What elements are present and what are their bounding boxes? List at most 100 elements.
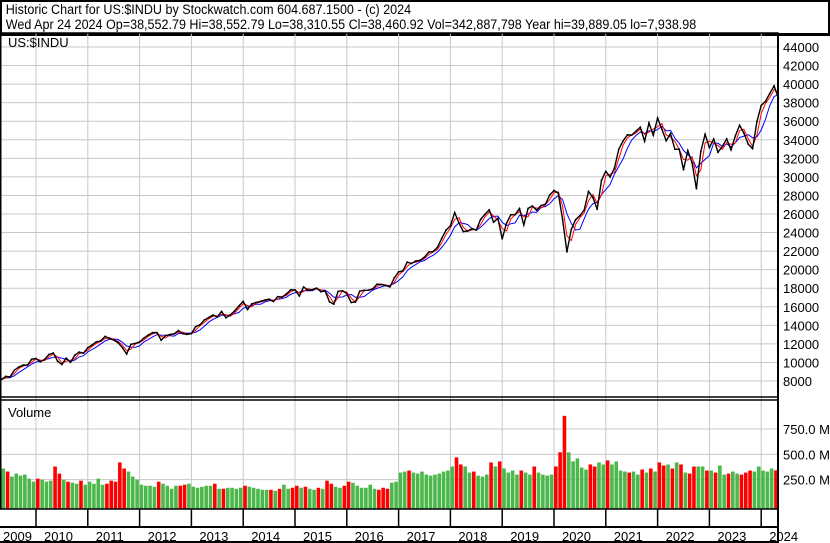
price-point: [747, 143, 750, 146]
price-point: [194, 325, 197, 328]
volume-bar: [674, 462, 679, 509]
volume-bar: [528, 474, 532, 509]
price-point: [354, 301, 357, 303]
volume-bar: [605, 460, 610, 509]
volume-bar: [364, 487, 368, 509]
price-pane-title: US:$INDU: [8, 35, 69, 50]
volume-bar: [143, 485, 148, 509]
x-tick-label: 2010: [44, 529, 73, 543]
price-point: [26, 364, 29, 367]
price-point: [35, 357, 37, 360]
volume-bar: [346, 481, 351, 509]
price-point: [229, 313, 232, 316]
volume-bar: [618, 470, 623, 509]
price-point: [376, 283, 378, 286]
volume-bar: [139, 484, 144, 509]
volume-bar: [333, 486, 338, 509]
volume-bar: [437, 473, 442, 509]
volume-bar: [299, 487, 303, 509]
volume-bar: [415, 473, 420, 509]
price-point: [276, 295, 279, 298]
price-point: [617, 148, 620, 151]
price-point: [449, 224, 452, 227]
volume-bar: [558, 452, 562, 509]
volume-bar: [208, 485, 213, 509]
volume-bar: [454, 457, 459, 509]
y-tick-label: 24000: [783, 226, 819, 241]
price-point: [509, 213, 512, 216]
volume-bar: [411, 472, 416, 509]
price-point: [531, 205, 534, 207]
price-point: [609, 176, 612, 178]
price-point: [151, 331, 154, 334]
price-point: [104, 335, 106, 338]
price-point: [484, 213, 486, 216]
volume-tick-label: 250.0 M: [783, 473, 830, 488]
price-point: [462, 230, 465, 233]
volume-bar: [610, 464, 614, 509]
volume-bar: [614, 461, 619, 509]
volume-bar: [27, 478, 31, 509]
volume-bar: [204, 485, 208, 509]
price-point: [380, 283, 383, 286]
price-point: [570, 228, 573, 231]
volume-bar: [156, 481, 161, 509]
volume-pane-title: Volume: [8, 405, 51, 420]
price-point: [125, 353, 128, 355]
volume-bar: [74, 483, 79, 509]
volume-bar: [769, 468, 774, 509]
price-point: [604, 170, 607, 173]
volume-bar: [290, 487, 295, 509]
price-point: [630, 134, 633, 137]
price-point: [704, 133, 706, 136]
x-tick-label: 2013: [199, 529, 228, 543]
volume-bar: [251, 487, 256, 509]
volume-bar: [666, 464, 670, 509]
volume-bar: [588, 464, 593, 509]
price-point: [596, 208, 599, 211]
y-tick-label: 36000: [783, 114, 819, 129]
volume-bar: [739, 474, 744, 509]
volume-bar: [57, 473, 62, 509]
volume-bar: [53, 466, 57, 509]
volume-bar: [756, 466, 761, 509]
volume-bar: [627, 472, 631, 509]
price-point: [199, 323, 201, 326]
price-point: [583, 209, 586, 211]
volume-bar: [433, 474, 437, 509]
volume-bar: [113, 481, 118, 509]
x-tick-label: 2023: [717, 529, 746, 543]
volume-bar: [1, 468, 6, 509]
y-tick-label: 14000: [783, 318, 819, 333]
volume-bar: [752, 471, 757, 509]
price-point: [635, 130, 637, 133]
volume-tick-label: 750.0 M: [783, 422, 830, 437]
price-point: [682, 168, 685, 171]
y-tick-label: 30000: [783, 170, 819, 185]
volume-bar: [174, 485, 178, 509]
volume-bar: [256, 488, 260, 509]
price-point: [518, 207, 521, 210]
price-point: [699, 150, 702, 153]
y-tick-label: 8000: [783, 374, 812, 389]
volume-bar: [178, 485, 183, 509]
volume-bar: [10, 476, 14, 509]
chart-frame: 2009 2010 2011 2012 2013 2014 2015 2016 2017 2018…: [0, 32, 830, 543]
volume-bar: [182, 484, 187, 509]
price-point: [69, 361, 72, 364]
price-point: [82, 352, 85, 355]
price-point: [294, 288, 296, 291]
volume-bar: [463, 466, 467, 509]
volume-bar: [286, 488, 290, 509]
y-tick-label: 18000: [783, 281, 819, 296]
price-point: [190, 332, 193, 335]
price-point: [652, 134, 655, 137]
x-tick-label: 2016: [355, 529, 384, 543]
volume-bar: [700, 466, 705, 509]
volume-bar: [165, 485, 170, 509]
volume-bar: [359, 487, 364, 509]
price-point: [755, 120, 758, 123]
volume-bar: [148, 485, 152, 509]
price-point: [600, 179, 603, 182]
volume-bar: [282, 484, 286, 509]
